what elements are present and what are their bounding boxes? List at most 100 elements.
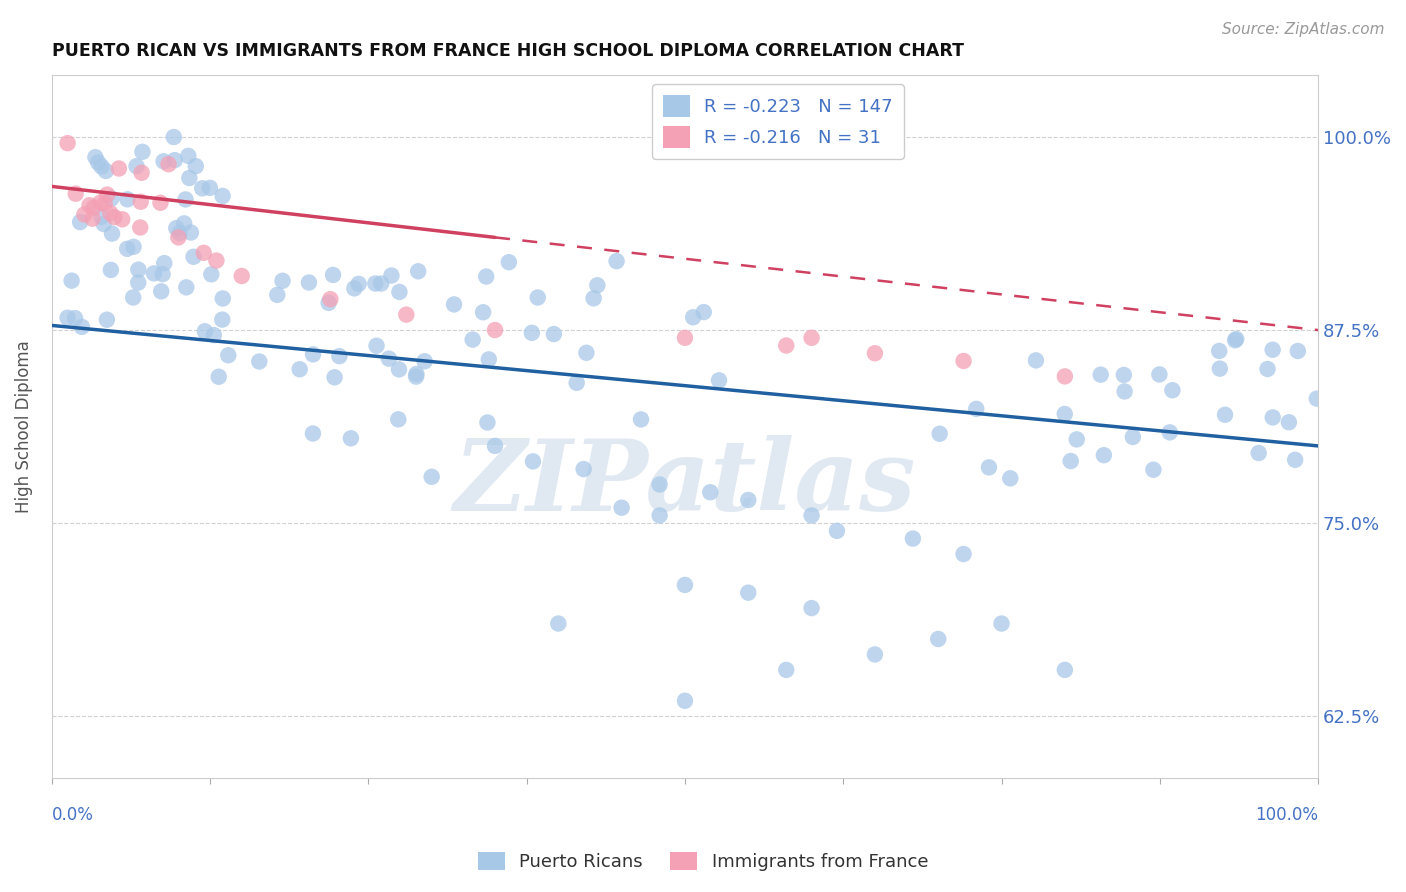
Point: [271, 274, 294, 288]
Point: [484, 323, 506, 337]
Point: [1090, 368, 1112, 382]
Point: [90, 210, 112, 224]
Point: [131, 166, 153, 180]
Point: [60, 274, 83, 288]
Point: [302, 347, 325, 361]
Point: [247, 354, 270, 368]
Point: [380, 268, 402, 283]
Point: [928, 426, 950, 441]
Point: [927, 632, 949, 646]
Text: Source: ZipAtlas.com: Source: ZipAtlas.com: [1222, 22, 1385, 37]
Point: [117, 242, 139, 256]
Point: [1209, 361, 1232, 376]
Point: [323, 370, 346, 384]
Point: [70, 319, 93, 334]
Point: [378, 351, 401, 366]
Point: [800, 601, 823, 615]
Point: [347, 277, 370, 291]
Legend: R = -0.223   N = 147, R = -0.216   N = 31: R = -0.223 N = 147, R = -0.216 N = 31: [652, 84, 904, 159]
Point: [84, 150, 107, 164]
Point: [775, 663, 797, 677]
Point: [800, 508, 823, 523]
Point: [87, 155, 110, 169]
Point: [108, 161, 131, 176]
Point: [1053, 369, 1076, 384]
Point: [775, 338, 797, 352]
Point: [1092, 448, 1115, 462]
Point: [1025, 353, 1047, 368]
Point: [1284, 452, 1306, 467]
Point: [1261, 343, 1284, 357]
Point: [364, 277, 387, 291]
Point: [575, 346, 598, 360]
Point: [547, 616, 569, 631]
Point: [420, 470, 443, 484]
Point: [163, 153, 186, 167]
Point: [498, 255, 520, 269]
Point: [1066, 433, 1088, 447]
Point: [952, 547, 974, 561]
Point: [1053, 407, 1076, 421]
Point: [93, 196, 115, 211]
Point: [98, 206, 121, 220]
Point: [100, 263, 122, 277]
Point: [340, 431, 363, 445]
Point: [648, 508, 671, 523]
Point: [322, 268, 344, 282]
Point: [202, 328, 225, 343]
Point: [395, 308, 418, 322]
Point: [520, 326, 543, 340]
Point: [461, 333, 484, 347]
Point: [477, 416, 499, 430]
Point: [1000, 471, 1022, 485]
Point: [125, 159, 148, 173]
Point: [211, 312, 233, 326]
Point: [205, 253, 228, 268]
Point: [526, 291, 548, 305]
Point: [96, 187, 118, 202]
Point: [79, 198, 101, 212]
Point: [328, 349, 350, 363]
Point: [152, 154, 174, 169]
Point: [89, 195, 111, 210]
Point: [149, 195, 172, 210]
Point: [174, 193, 197, 207]
Point: [478, 352, 501, 367]
Point: [179, 171, 201, 186]
Point: [122, 290, 145, 304]
Point: [94, 164, 117, 178]
Point: [388, 285, 411, 299]
Point: [180, 226, 202, 240]
Point: [198, 181, 221, 195]
Point: [83, 201, 105, 215]
Point: [522, 454, 544, 468]
Point: [693, 305, 716, 319]
Text: PUERTO RICAN VS IMMIGRANTS FROM FRANCE HIGH SCHOOL DIPLOMA CORRELATION CHART: PUERTO RICAN VS IMMIGRANTS FROM FRANCE H…: [52, 42, 963, 60]
Point: [405, 367, 427, 381]
Point: [194, 324, 217, 338]
Point: [1306, 392, 1329, 406]
Point: [1142, 463, 1164, 477]
Point: [610, 500, 633, 515]
Point: [117, 192, 139, 206]
Point: [1161, 383, 1184, 397]
Point: [173, 216, 195, 230]
Y-axis label: High School Diploma: High School Diploma: [15, 340, 32, 513]
Point: [630, 412, 652, 426]
Point: [1149, 368, 1171, 382]
Point: [484, 439, 506, 453]
Point: [565, 376, 588, 390]
Point: [56, 310, 79, 325]
Point: [211, 189, 233, 203]
Point: [63, 311, 86, 326]
Point: [366, 339, 388, 353]
Point: [965, 401, 987, 416]
Point: [183, 250, 205, 264]
Point: [443, 297, 465, 311]
Point: [319, 292, 342, 306]
Point: [169, 226, 191, 240]
Point: [111, 212, 134, 227]
Point: [582, 291, 605, 305]
Point: [475, 269, 498, 284]
Point: [543, 327, 565, 342]
